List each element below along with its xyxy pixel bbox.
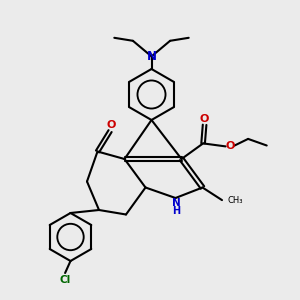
Text: Cl: Cl — [59, 274, 71, 285]
Text: CH₃: CH₃ — [227, 196, 243, 205]
Text: H: H — [172, 206, 180, 216]
Text: O: O — [225, 141, 235, 151]
Text: O: O — [107, 120, 116, 130]
Text: N: N — [172, 198, 181, 208]
Text: O: O — [200, 114, 209, 124]
Text: N: N — [146, 50, 157, 63]
